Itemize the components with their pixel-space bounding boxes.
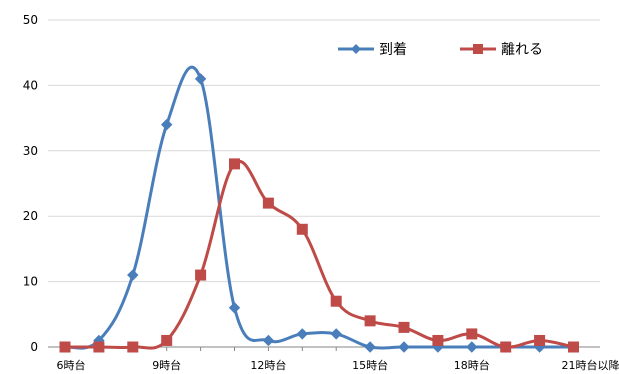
data-point xyxy=(500,341,512,353)
y-tick-label: 0 xyxy=(30,340,38,354)
data-point xyxy=(262,197,274,209)
y-tick-label: 50 xyxy=(23,13,38,27)
series-1 xyxy=(59,65,580,353)
data-point xyxy=(262,334,275,347)
data-point xyxy=(364,315,376,327)
x-tick-label: 6時台 xyxy=(57,358,86,372)
data-point xyxy=(228,302,241,314)
y-axis-ticks: 0 10 20 30 40 50 xyxy=(23,13,38,354)
data-point xyxy=(229,158,240,170)
legend: 到着 離れる xyxy=(338,41,543,58)
data-point xyxy=(364,341,376,353)
x-tick-label: 9時台 xyxy=(152,358,181,372)
legend-label: 離れる xyxy=(501,41,543,58)
data-point xyxy=(330,328,342,340)
x-tick-label: 15時台 xyxy=(352,358,388,372)
legend-marker xyxy=(473,44,483,54)
y-tick-label: 20 xyxy=(23,209,38,223)
x-tick-label: 12時台 xyxy=(250,358,286,372)
data-point xyxy=(93,341,105,353)
data-point xyxy=(59,341,71,353)
data-point xyxy=(194,73,207,85)
legend-label: 到着 xyxy=(379,42,407,58)
series-layer xyxy=(59,65,580,353)
legend-marker xyxy=(351,44,361,54)
y-tick-label: 30 xyxy=(23,144,38,158)
data-point xyxy=(534,334,546,346)
data-point xyxy=(195,269,207,281)
series-line xyxy=(63,65,575,350)
data-point xyxy=(398,341,410,353)
x-tick-label: 18時台 xyxy=(454,358,490,372)
y-tick-label: 40 xyxy=(23,78,38,92)
y-tick-label: 10 xyxy=(23,275,38,289)
gridlines xyxy=(48,19,600,348)
data-point xyxy=(330,295,342,307)
data-point xyxy=(398,321,410,333)
series-line xyxy=(63,159,575,350)
series-2 xyxy=(59,158,579,353)
data-point xyxy=(296,328,309,340)
x-axis: 6時台 9時台 12時台 15時台 18時台 21時台以降 xyxy=(57,347,619,372)
data-point xyxy=(296,223,308,235)
x-tick-label: 21時台以降 xyxy=(562,358,619,372)
data-point xyxy=(160,118,173,131)
legend-item: 離れる xyxy=(460,41,543,58)
data-point xyxy=(466,341,478,353)
data-point xyxy=(432,334,444,346)
data-point xyxy=(161,334,173,346)
data-point xyxy=(466,328,478,340)
data-point xyxy=(127,269,139,281)
legend-item: 到着 xyxy=(338,42,407,58)
data-point xyxy=(568,341,579,353)
data-point xyxy=(127,341,139,353)
